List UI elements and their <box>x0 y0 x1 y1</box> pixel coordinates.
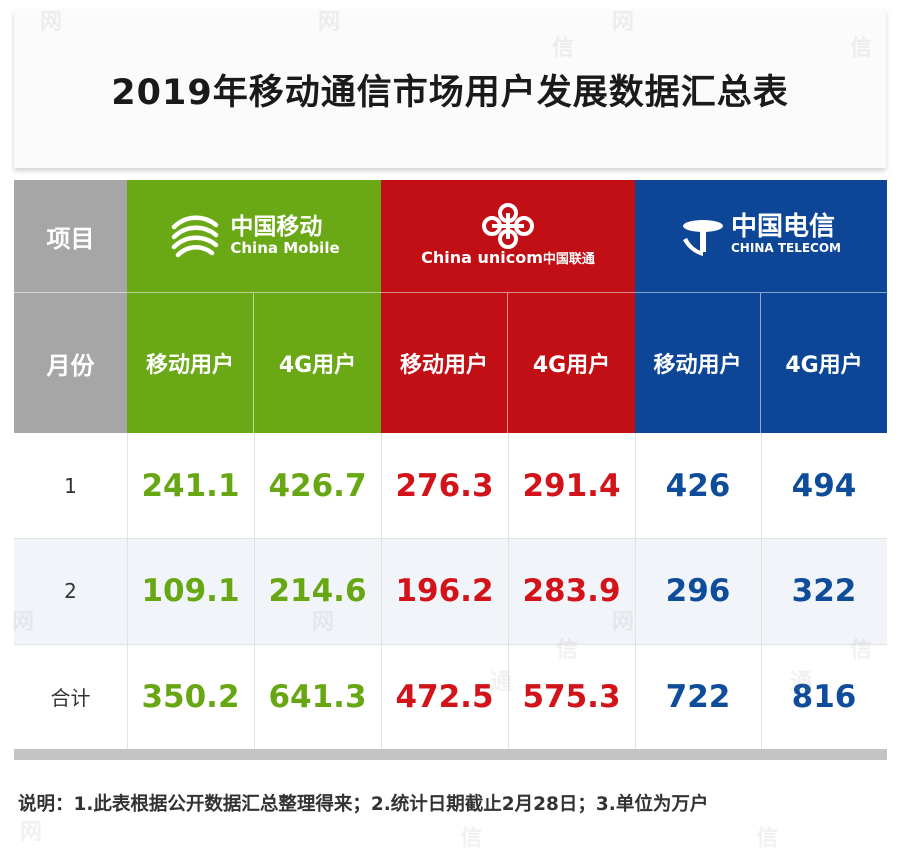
title-panel <box>14 10 886 168</box>
watermark: 网 <box>20 820 43 845</box>
table-cell: 283.9 <box>522 573 621 609</box>
watermark: 信 <box>850 36 873 61</box>
table-cell: 350.2 <box>141 678 240 715</box>
row-bg-2 <box>14 538 887 644</box>
table-row-label: 1 <box>64 473 77 498</box>
page-title: 2019年移动通信市场用户发展数据汇总表 <box>111 73 789 113</box>
table-cell: 291.4 <box>522 467 621 504</box>
table-cell: 322 <box>791 573 857 609</box>
table-cell: 816 <box>791 678 857 715</box>
watermark: 信 <box>850 638 873 663</box>
table-cell: 296 <box>665 573 731 609</box>
table-cell: 276.3 <box>395 467 494 504</box>
watermark: 信 <box>756 826 779 851</box>
header-month-label: 月份 <box>46 351 95 380</box>
china-unicom-name: China unicom中国联通 <box>421 248 595 268</box>
china-telecom-name-en: CHINA TELECOM <box>731 241 841 255</box>
table-cell: 494 <box>791 467 857 504</box>
header-cm-mobile-users: 移动用户 <box>127 293 254 433</box>
header-china-telecom: 中国电信 CHINA TELECOM <box>635 180 887 293</box>
header-cm-4g-users: 4G用户 <box>254 293 381 433</box>
china-telecom-icon <box>683 220 723 256</box>
data-table: 项目 中国移动 China Mobile <box>14 180 887 760</box>
watermark: 信 <box>552 36 575 61</box>
watermark: 网 <box>612 10 635 35</box>
table-cell: 196.2 <box>395 573 494 609</box>
table-cell: 214.6 <box>268 573 367 609</box>
china-mobile-name-en: China Mobile <box>230 239 340 257</box>
table-cell: 472.5 <box>395 678 494 715</box>
table-bottom-bar <box>14 749 887 760</box>
china-mobile-icon <box>172 215 219 258</box>
china-unicom-logo: China unicom中国联通 <box>421 203 595 269</box>
watermark: 网 <box>312 610 335 635</box>
watermark: 网 <box>12 610 35 635</box>
header-ct-mobile-users: 移动用户 <box>635 293 761 433</box>
row-bg-3 <box>14 644 887 749</box>
table-cell: 109.1 <box>141 573 240 609</box>
watermark: 网 <box>40 10 63 35</box>
table-cell: 722 <box>665 678 731 715</box>
footnote: 说明：1.此表根据公开数据汇总整理得来；2.统计日期截止2月28日；3.单位为万… <box>18 794 709 815</box>
watermark: 网 <box>318 10 341 35</box>
watermark: 通 <box>790 670 813 695</box>
china-mobile-logo: 中国移动 China Mobile <box>168 209 340 263</box>
header-china-mobile: 中国移动 China Mobile <box>127 180 381 293</box>
header-china-unicom: China unicom中国联通 <box>381 180 635 293</box>
table-cell: 575.3 <box>522 678 621 715</box>
header-cu-4g-users: 4G用户 <box>508 293 635 433</box>
table-cell: 426.7 <box>268 467 367 504</box>
china-telecom-logo: 中国电信 CHINA TELECOM <box>681 212 841 257</box>
row-bg-1 <box>14 433 887 538</box>
table-row-label-total: 合计 <box>50 686 91 710</box>
watermark: 通 <box>490 670 513 695</box>
china-mobile-name-cn: 中国移动 <box>230 214 323 240</box>
header-cu-mobile-users: 移动用户 <box>381 293 508 433</box>
table-cell: 426 <box>665 467 731 504</box>
header-ct-4g-users: 4G用户 <box>761 293 887 433</box>
header-month-cell: 月份 <box>14 293 127 433</box>
header-item-label: 项目 <box>46 224 95 253</box>
watermark: 信 <box>460 826 483 851</box>
table-cell: 241.1 <box>141 467 240 504</box>
watermark: 网 <box>612 610 635 635</box>
china-unicom-knot-icon <box>482 203 534 249</box>
china-telecom-name-cn: 中国电信 <box>731 212 836 242</box>
header-item-cell: 项目 <box>14 180 127 293</box>
table-row-label: 2 <box>64 579 77 603</box>
watermark: 信 <box>556 638 579 663</box>
table-cell: 641.3 <box>268 678 367 715</box>
